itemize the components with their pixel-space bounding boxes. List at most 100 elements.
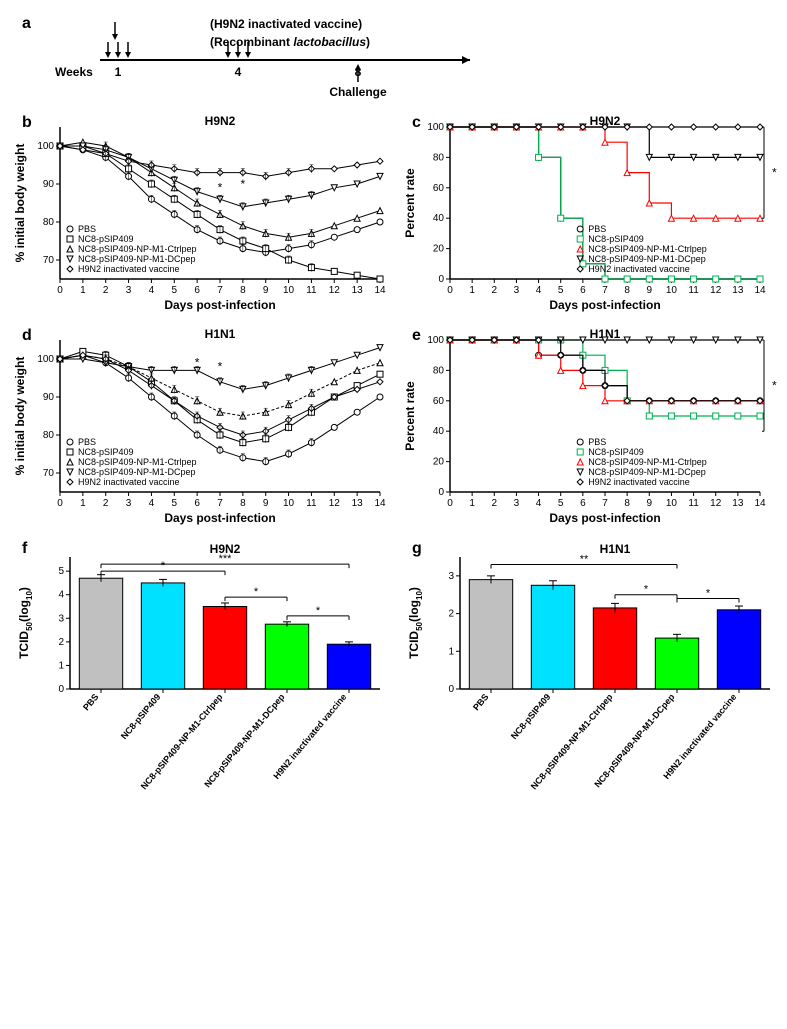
svg-text:PBS: PBS bbox=[78, 224, 96, 234]
svg-text:2: 2 bbox=[492, 285, 498, 296]
svg-text:*: * bbox=[772, 379, 777, 393]
svg-text:PBS: PBS bbox=[81, 692, 101, 713]
svg-text:6: 6 bbox=[194, 498, 200, 509]
svg-text:H9N2 inactivated vaccine: H9N2 inactivated vaccine bbox=[78, 264, 180, 274]
svg-text:d: d bbox=[22, 327, 32, 344]
svg-text:5: 5 bbox=[172, 285, 178, 296]
svg-text:14: 14 bbox=[374, 285, 386, 296]
svg-text:3: 3 bbox=[126, 285, 132, 296]
panel-a: a (H9N2 inactivated vaccine) (Recombinan… bbox=[10, 10, 777, 105]
svg-text:90: 90 bbox=[43, 179, 55, 190]
svg-text:f: f bbox=[22, 540, 28, 557]
svg-text:4: 4 bbox=[149, 498, 155, 509]
svg-text:10: 10 bbox=[666, 498, 678, 509]
svg-text:NC8-pSIP409-NP-M1-Ctrlpep: NC8-pSIP409-NP-M1-Ctrlpep bbox=[588, 457, 707, 467]
svg-text:g: g bbox=[412, 540, 422, 557]
svg-text:13: 13 bbox=[732, 498, 744, 509]
svg-text:0: 0 bbox=[448, 684, 454, 695]
svg-text:NC8-pSIP409: NC8-pSIP409 bbox=[78, 447, 134, 457]
svg-text:NC8-pSIP409: NC8-pSIP409 bbox=[588, 234, 644, 244]
svg-text:4: 4 bbox=[536, 498, 542, 509]
svg-text:b: b bbox=[22, 114, 32, 131]
svg-text:0: 0 bbox=[438, 274, 444, 285]
svg-text:NC8-pSIP409-NP-M1-DCpep: NC8-pSIP409-NP-M1-DCpep bbox=[78, 254, 196, 264]
svg-text:14: 14 bbox=[754, 285, 766, 296]
svg-text:11: 11 bbox=[688, 285, 699, 296]
svg-text:Days post-infection: Days post-infection bbox=[549, 511, 660, 525]
svg-text:H9N2 inactivated vaccine: H9N2 inactivated vaccine bbox=[588, 264, 690, 274]
panel-g: 0123H1N1gPBSNC8-pSIP409NC8-pSIP409-NP-M1… bbox=[400, 539, 780, 844]
svg-text:Percent rate: Percent rate bbox=[403, 168, 417, 238]
svg-text:3: 3 bbox=[514, 285, 520, 296]
svg-text:H9N2 inactivated vaccine: H9N2 inactivated vaccine bbox=[78, 477, 180, 487]
svg-text:1: 1 bbox=[469, 285, 475, 296]
svg-text:12: 12 bbox=[329, 285, 341, 296]
svg-text:6: 6 bbox=[580, 285, 586, 296]
svg-text:0: 0 bbox=[438, 487, 444, 498]
svg-text:H9N2 inactivated vaccine: H9N2 inactivated vaccine bbox=[271, 692, 348, 781]
row-de: 70809010001234567891011121314H1N1d**Days… bbox=[10, 326, 777, 531]
week4: 4 bbox=[235, 65, 242, 79]
week1-arrows bbox=[105, 42, 131, 58]
svg-text:9: 9 bbox=[647, 285, 653, 296]
svg-text:90: 90 bbox=[43, 392, 55, 403]
svg-text:**: ** bbox=[580, 554, 589, 566]
svg-text:PBS: PBS bbox=[588, 437, 606, 447]
svg-text:3: 3 bbox=[448, 571, 454, 582]
svg-text:*: * bbox=[316, 605, 321, 617]
svg-text:10: 10 bbox=[283, 498, 295, 509]
svg-text:100: 100 bbox=[427, 335, 444, 346]
svg-text:0: 0 bbox=[57, 498, 63, 509]
svg-text:NC8-pSIP409: NC8-pSIP409 bbox=[509, 692, 553, 741]
svg-text:60: 60 bbox=[433, 396, 445, 407]
svg-text:12: 12 bbox=[329, 498, 341, 509]
svg-text:8: 8 bbox=[624, 498, 630, 509]
svg-text:Days post-infection: Days post-infection bbox=[549, 298, 660, 312]
svg-text:NC8-pSIP409-NP-M1-DCpep: NC8-pSIP409-NP-M1-DCpep bbox=[588, 467, 706, 477]
svg-text:10: 10 bbox=[283, 285, 295, 296]
lacto-text: (Recombinant lactobacillus) bbox=[210, 35, 370, 49]
chart-f: 012345H9N2fPBSNC8-pSIP409NC8-pSIP409-NP-… bbox=[10, 539, 390, 839]
svg-text:*: * bbox=[195, 356, 200, 370]
svg-text:NC8-pSIP409-NP-M1-DCpep: NC8-pSIP409-NP-M1-DCpep bbox=[588, 254, 706, 264]
svg-text:100: 100 bbox=[427, 122, 444, 133]
svg-text:H1N1: H1N1 bbox=[600, 542, 631, 556]
chart-b: 70809010001234567891011121314H9N2b**Days… bbox=[10, 113, 390, 313]
svg-text:*: * bbox=[644, 584, 649, 596]
svg-text:100: 100 bbox=[37, 354, 54, 365]
svg-text:*: * bbox=[218, 181, 223, 195]
svg-text:Percent rate: Percent rate bbox=[403, 381, 417, 451]
svg-text:% initial body weight: % initial body weight bbox=[13, 144, 27, 263]
row-a: a (H9N2 inactivated vaccine) (Recombinan… bbox=[10, 10, 777, 105]
svg-text:14: 14 bbox=[754, 498, 766, 509]
svg-text:7: 7 bbox=[217, 498, 223, 509]
svg-text:NC8-pSIP409: NC8-pSIP409 bbox=[588, 447, 644, 457]
svg-text:% initial body weight: % initial body weight bbox=[13, 357, 27, 476]
svg-text:0: 0 bbox=[447, 285, 453, 296]
svg-text:H9N2: H9N2 bbox=[205, 114, 236, 128]
svg-text:7: 7 bbox=[602, 285, 608, 296]
svg-text:*: * bbox=[772, 166, 777, 180]
svg-text:3: 3 bbox=[514, 498, 520, 509]
svg-text:*: * bbox=[241, 177, 246, 191]
svg-text:80: 80 bbox=[43, 430, 55, 441]
svg-text:1: 1 bbox=[448, 646, 454, 657]
svg-text:0: 0 bbox=[447, 498, 453, 509]
figure: a (H9N2 inactivated vaccine) (Recombinan… bbox=[10, 10, 777, 844]
challenge-label: Challenge bbox=[329, 85, 387, 99]
svg-text:9: 9 bbox=[647, 498, 653, 509]
svg-text:5: 5 bbox=[558, 285, 564, 296]
svg-text:Days post-infection: Days post-infection bbox=[164, 298, 275, 312]
svg-text:8: 8 bbox=[624, 285, 630, 296]
svg-text:0: 0 bbox=[58, 684, 64, 695]
svg-text:NC8-pSIP409-NP-M1-Ctrlpep: NC8-pSIP409-NP-M1-Ctrlpep bbox=[588, 244, 707, 254]
panel-b: 70809010001234567891011121314H9N2b**Days… bbox=[10, 113, 390, 318]
svg-text:2: 2 bbox=[103, 285, 109, 296]
svg-text:11: 11 bbox=[306, 285, 317, 296]
svg-text:80: 80 bbox=[433, 152, 445, 163]
svg-text:1: 1 bbox=[80, 285, 86, 296]
h9n2-vaccine-text: (H9N2 inactivated vaccine) bbox=[210, 17, 362, 31]
svg-text:1: 1 bbox=[469, 498, 475, 509]
svg-text:3: 3 bbox=[58, 613, 64, 624]
svg-text:*: * bbox=[161, 560, 166, 572]
